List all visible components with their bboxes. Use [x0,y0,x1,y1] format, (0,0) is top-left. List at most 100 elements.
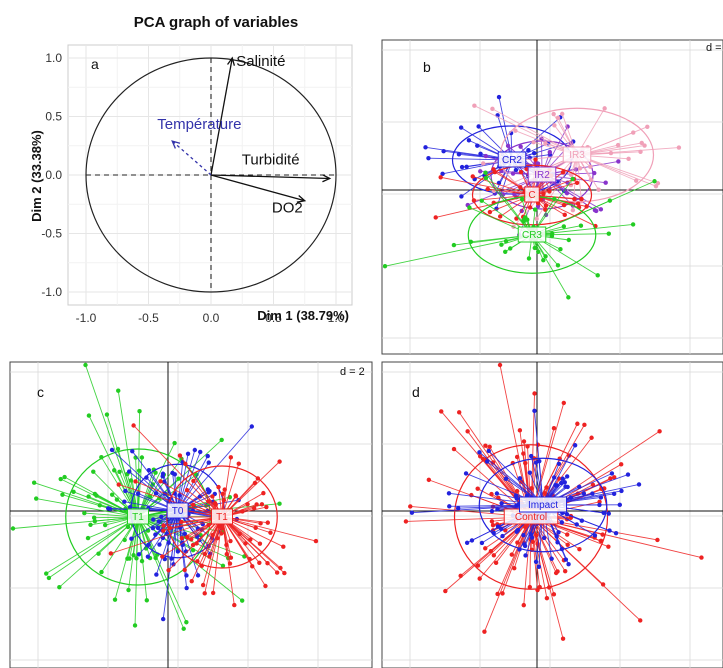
data-point [549,556,554,561]
data-point [408,504,413,509]
group-label: CR3 [522,230,542,241]
data-point [99,569,104,575]
point-ray [137,516,187,623]
point-ray [36,498,139,518]
data-point [145,554,151,559]
data-point [547,149,553,155]
data-point [219,437,224,443]
point-ray [48,516,139,579]
point-ray [88,415,139,518]
data-point [472,103,477,108]
point-ray [531,180,655,236]
data-point [518,185,523,190]
data-point [106,506,111,511]
data-point [153,532,158,537]
data-point [189,578,194,584]
data-point [438,175,443,180]
data-point [268,530,273,535]
data-point [523,553,528,558]
data-point [630,222,636,227]
point-ray [530,516,641,621]
data-point [210,590,216,596]
data-point [527,205,533,210]
data-point [529,486,534,491]
y-tick-label: 0.5 [45,110,62,124]
data-point [109,492,115,497]
data-point [552,123,557,128]
data-point [596,187,601,192]
data-point [94,493,99,498]
data-point [598,207,604,212]
data-point [555,569,560,574]
data-point [525,217,530,222]
data-point [636,482,642,487]
data-point [177,453,183,458]
data-point [606,231,611,236]
data-point [220,491,225,497]
panel-a: PCA graph of variables -1.0 -0.5 0.0 0.5 1.0… [29,14,353,325]
group-label-box [562,146,592,163]
data-point [597,499,602,504]
y-tick-label: -1.0 [41,285,62,299]
data-point [185,534,190,540]
data-point [533,460,539,465]
y-tick-label: 1.0 [45,51,62,65]
group-label-box [527,166,557,183]
data-point [521,532,526,538]
data-point [161,528,166,533]
data-point [313,538,319,544]
point-ray [576,154,582,202]
data-point [207,554,212,559]
data-point [590,482,596,487]
data-point [451,446,457,452]
data-point [495,591,500,597]
data-point [459,164,465,170]
point-ray [531,223,634,236]
point-ray [221,463,240,518]
data-point [612,475,617,480]
data-point [122,537,127,543]
point-ray [164,510,179,560]
data-point [645,124,650,129]
data-point [603,180,608,185]
data-point [535,541,540,547]
point-ray [530,516,548,599]
data-point [600,582,606,587]
group-label-box [517,226,547,243]
data-point [470,174,475,179]
data-point [252,480,258,486]
data-point [464,540,470,545]
data-point [466,138,472,143]
data-point [475,563,481,568]
point-ray [184,516,223,571]
point-ray [135,480,223,518]
data-point [200,582,206,588]
point-ray [45,516,139,574]
point-ray [172,510,179,565]
data-point [160,554,165,559]
panel-a-ticks: -1.0 -0.5 0.0 0.5 1.0 -1.0 -0.5 0.0 0.5 1.0 [41,51,344,325]
data-point [575,421,580,426]
data-point [588,164,593,169]
data-point [179,519,184,525]
x-tick-label: 0.5 [265,311,282,325]
data-point [455,506,461,511]
data-point [487,444,492,450]
data-point [476,124,481,129]
x-tick-label: 1.0 [328,311,345,325]
data-point [611,491,617,497]
data-point [126,587,131,593]
data-point [184,487,190,493]
group-label: T0 [172,506,184,517]
point-ray [523,516,532,606]
data-point [562,480,567,485]
data-point [108,551,114,556]
group-label-box [127,508,149,525]
data-point [543,254,548,259]
data-point [239,598,245,603]
data-point [257,560,262,565]
data-point [86,494,91,499]
data-point [515,528,520,533]
data-point [85,535,91,541]
